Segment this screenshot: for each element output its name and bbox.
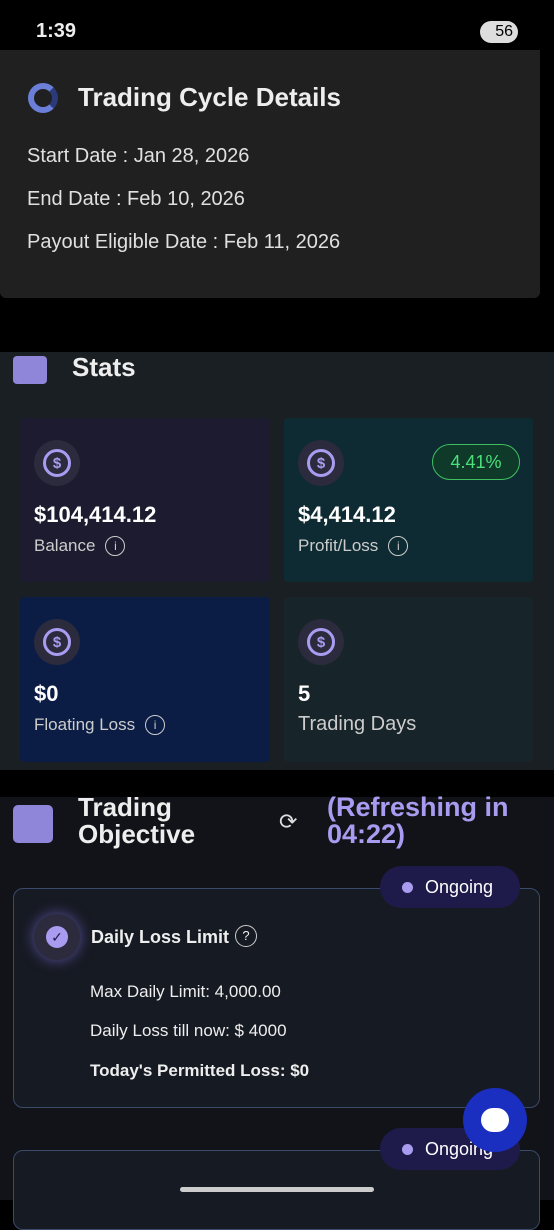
stat-label: Trading Days (298, 713, 417, 735)
stat-tile: $ 4.41% $4,414.12 Profit/Loss i (284, 418, 533, 582)
page: {"status_bar": {"time": "1:39", "battery… (0, 20, 554, 1230)
objective-icon (13, 805, 53, 843)
info-icon[interactable]: i (388, 536, 409, 556)
coin-icon: $ (298, 440, 344, 486)
refresh-icon[interactable]: ⟳ (279, 809, 298, 834)
stat-value: 5 (298, 681, 311, 706)
info-icon[interactable]: i (145, 715, 166, 735)
stat-tile: $ $0 Floating Loss i (20, 597, 270, 762)
help-icon[interactable]: ? (235, 925, 257, 947)
objective-section: Trading Objective ⟳ (Refreshing in 04:22… (0, 792, 554, 1230)
objective-line: Today's Permitted Loss: $0 (90, 1061, 310, 1080)
cycle-card: Trading Cycle Details Start Date : Jan 2… (0, 50, 540, 298)
section-title: Stats (72, 352, 136, 382)
stats-section: Stats $ $104,414.12 Balance i $ 4.41% $4,… (0, 352, 554, 770)
objective-card: ✓ Daily Loss Limit ? Max Daily Limit: 4,… (13, 888, 540, 1108)
date-line: End Date : Feb 10, 2026 (27, 188, 245, 210)
card-title: Trading Cycle Details (78, 82, 341, 112)
objective-line: Max Daily Limit: 4,000.00 (90, 982, 281, 1001)
stat-value: $104,414.12 (34, 502, 157, 527)
battery: 56 (480, 21, 518, 43)
coin-icon: $ (34, 440, 80, 486)
coin-icon: $ (34, 619, 80, 665)
info-icon[interactable]: i (105, 536, 126, 556)
check-icon: ✓ (34, 914, 80, 960)
refresh-timer: (Refreshing in 04:22) (327, 792, 509, 849)
chat-button[interactable] (463, 1088, 527, 1152)
clock: 1:39 (36, 20, 77, 42)
section-title: Trading Objective (78, 792, 196, 849)
objective-title: Daily Loss Limit (91, 927, 230, 947)
screen: 1:39 56 Trading Cycle Details Start Date… (0, 20, 554, 1230)
coin-icon: $ (298, 619, 344, 665)
stat-value: $0 (34, 681, 59, 706)
stat-label: Profit/Loss (298, 536, 379, 555)
percent-badge: 4.41% (432, 444, 520, 480)
objective-line: Daily Loss till now: $ 4000 (90, 1021, 287, 1040)
stats-icon (13, 356, 47, 384)
stat-label: Floating Loss (34, 715, 136, 734)
logo (28, 83, 58, 113)
date-line: Payout Eligible Date : Feb 11, 2026 (27, 231, 341, 253)
status-pill: Ongoing (380, 866, 520, 908)
home-indicator (180, 1187, 374, 1192)
stat-label: Balance (34, 536, 96, 555)
stat-tile: $ 5 Trading Days (284, 597, 533, 762)
stat-tile: $ $104,414.12 Balance i (20, 418, 270, 582)
stat-value: $4,414.12 (298, 502, 396, 527)
date-line: Start Date : Jan 28, 2026 (27, 145, 250, 167)
status-text: Ongoing (425, 876, 494, 897)
